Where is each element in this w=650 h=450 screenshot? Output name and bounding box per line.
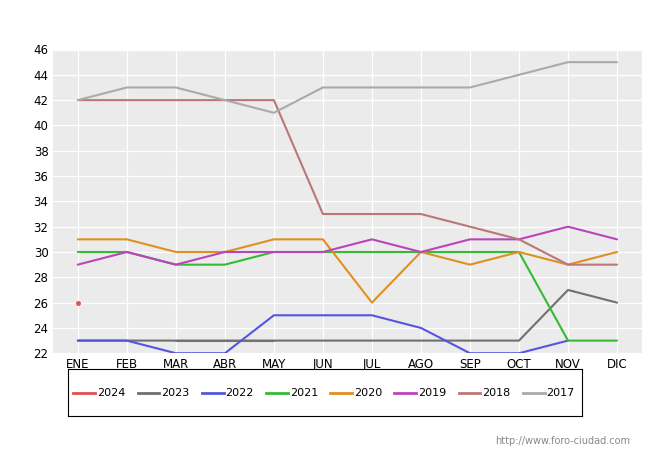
Text: 2021: 2021 <box>290 387 318 398</box>
Text: 2020: 2020 <box>354 387 382 398</box>
Text: http://www.foro-ciudad.com: http://www.foro-ciudad.com <box>495 436 630 446</box>
Text: 2023: 2023 <box>161 387 190 398</box>
Text: 2019: 2019 <box>418 387 447 398</box>
Text: Afiliados en Villalba de los Llanos a 31/5/2024: Afiliados en Villalba de los Llanos a 31… <box>135 14 515 33</box>
Text: 2017: 2017 <box>547 387 575 398</box>
Text: 2022: 2022 <box>226 387 254 398</box>
Text: 2018: 2018 <box>482 387 510 398</box>
Text: 2024: 2024 <box>97 387 125 398</box>
